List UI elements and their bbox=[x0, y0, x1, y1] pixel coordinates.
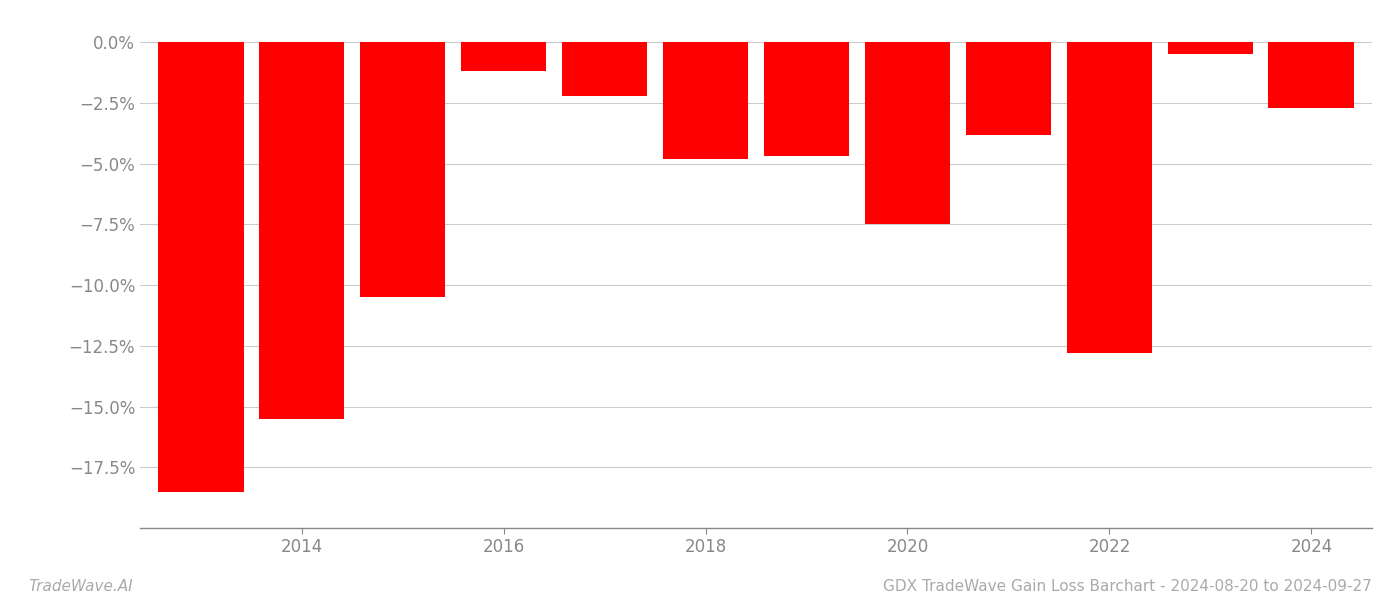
Bar bbox=[561, 42, 647, 96]
Bar bbox=[259, 42, 344, 419]
Bar bbox=[763, 42, 850, 157]
Text: GDX TradeWave Gain Loss Barchart - 2024-08-20 to 2024-09-27: GDX TradeWave Gain Loss Barchart - 2024-… bbox=[883, 579, 1372, 594]
Text: TradeWave.AI: TradeWave.AI bbox=[28, 579, 133, 594]
Bar bbox=[1168, 42, 1253, 55]
Bar bbox=[1067, 42, 1152, 353]
Bar bbox=[966, 42, 1051, 134]
Bar bbox=[158, 42, 244, 491]
Bar bbox=[360, 42, 445, 297]
Bar bbox=[1268, 42, 1354, 108]
Bar bbox=[662, 42, 749, 159]
Bar bbox=[865, 42, 951, 224]
Bar bbox=[461, 42, 546, 71]
